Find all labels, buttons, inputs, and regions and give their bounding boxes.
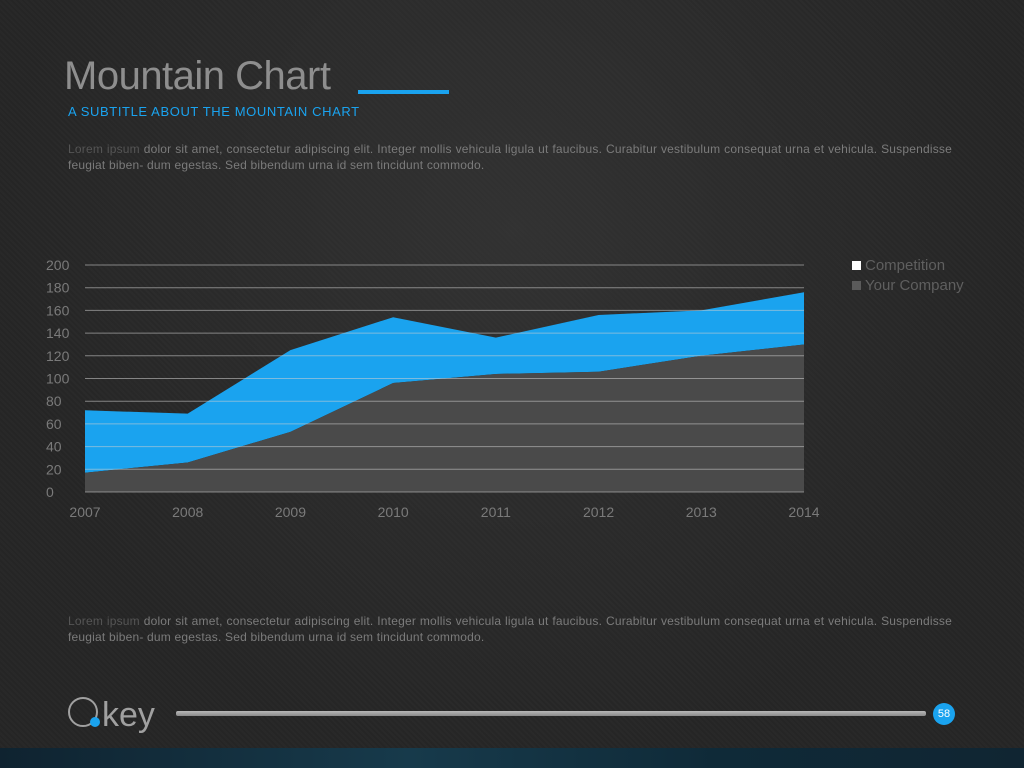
bottom-strip [0, 748, 1024, 768]
paragraph-bottom-lead: Lorem ipsum [68, 614, 140, 628]
title-underline [358, 90, 449, 94]
x-tick-label: 2011 [481, 504, 511, 520]
paragraph-top-lead: Lorem ipsum [68, 142, 140, 156]
y-tick-label: 60 [46, 416, 62, 432]
logo-ring [68, 697, 98, 727]
y-tick-label: 120 [46, 348, 70, 364]
x-tick-label: 2012 [583, 504, 614, 520]
legend-item-competition: Competition [852, 255, 964, 275]
y-tick-label: 180 [46, 280, 70, 296]
y-tick-label: 40 [46, 439, 62, 455]
legend-label-competition: Competition [865, 256, 946, 274]
series-area-competition [85, 292, 804, 473]
paragraph-bottom: Lorem ipsum dolor sit amet, consectetur … [68, 613, 952, 645]
legend-label-your-company: Your Company [865, 276, 964, 294]
y-tick-label: 140 [46, 325, 70, 341]
okey-logo: key [68, 696, 155, 734]
slide-title: Mountain Chart [64, 54, 331, 98]
paragraph-bottom-text: dolor sit amet, consectetur adipiscing e… [68, 614, 952, 644]
paragraph-top: Lorem ipsum dolor sit amet, consectetur … [68, 141, 952, 173]
x-tick-label: 2008 [172, 504, 203, 520]
y-tick-label: 80 [46, 393, 62, 409]
paragraph-top-text: dolor sit amet, consectetur adipiscing e… [68, 142, 952, 172]
x-tick-label: 2007 [69, 504, 100, 520]
x-tick-label: 2013 [686, 504, 717, 520]
page-number-badge: 58 [933, 703, 955, 725]
footer-bar [176, 711, 926, 716]
series-area-your-company [85, 344, 804, 492]
legend-swatch-competition [852, 260, 861, 270]
y-tick-label: 160 [46, 302, 70, 318]
x-tick-label: 2009 [275, 504, 306, 520]
legend-swatch-your-company [852, 280, 861, 290]
logo-text: key [102, 696, 155, 734]
logo-dot [90, 717, 100, 727]
legend-item-your-company: Your Company [852, 275, 964, 295]
chart-legend: Competition Your Company [852, 255, 964, 295]
x-tick-label: 2014 [788, 504, 819, 520]
slide-subtitle: A SUBTITLE ABOUT THE MOUNTAIN CHART [68, 104, 360, 119]
y-tick-label: 0 [46, 484, 54, 500]
x-tick-label: 2010 [378, 504, 409, 520]
y-tick-label: 20 [46, 461, 62, 477]
y-tick-label: 100 [46, 371, 70, 387]
y-tick-label: 200 [46, 257, 70, 273]
